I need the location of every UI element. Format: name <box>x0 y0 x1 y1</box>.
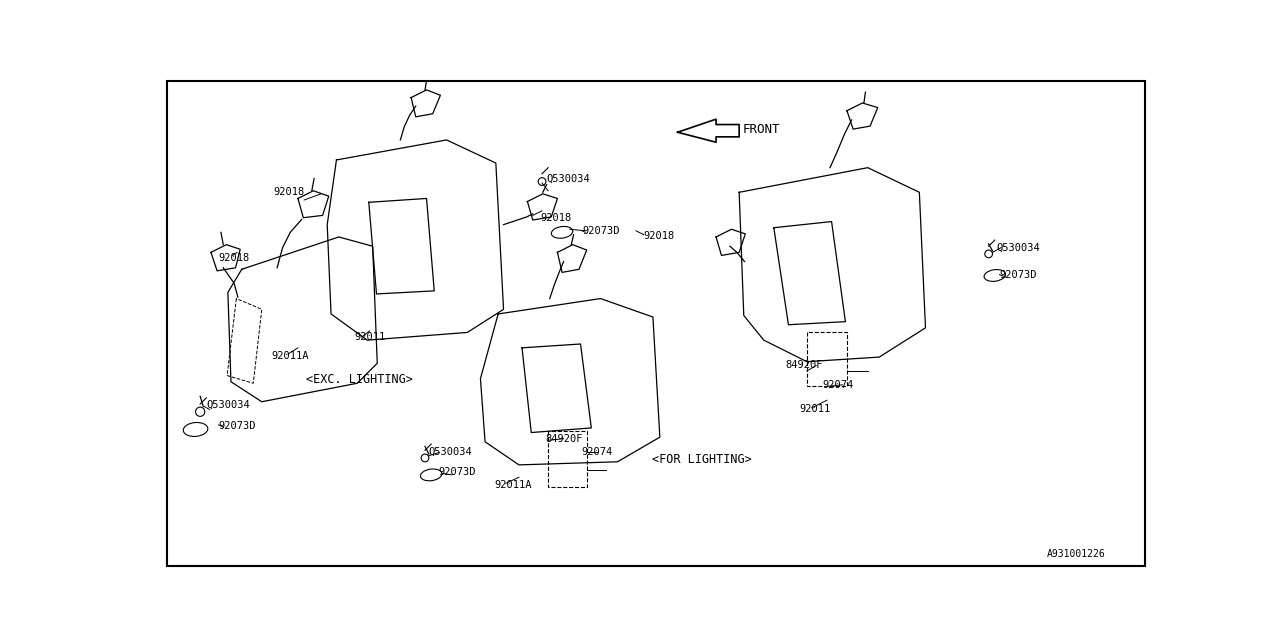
Text: Q530034: Q530034 <box>996 243 1041 253</box>
Text: Q530034: Q530034 <box>547 174 590 184</box>
Text: 92073D: 92073D <box>1000 271 1037 280</box>
Text: 92018: 92018 <box>644 231 675 241</box>
Text: 92073D: 92073D <box>219 420 256 431</box>
Text: <EXC. LIGHTING>: <EXC. LIGHTING> <box>306 373 412 386</box>
Text: 92073D: 92073D <box>439 467 476 477</box>
Text: 84920F: 84920F <box>786 360 823 370</box>
Text: 92018: 92018 <box>274 188 305 197</box>
Text: 92011: 92011 <box>355 332 385 342</box>
Text: Q530034: Q530034 <box>206 400 250 410</box>
Text: 92011A: 92011A <box>271 351 308 362</box>
Text: A931001226: A931001226 <box>1047 549 1106 559</box>
Text: 92011: 92011 <box>799 404 831 415</box>
Text: 92018: 92018 <box>540 212 572 223</box>
Text: 84920F: 84920F <box>545 434 582 444</box>
Text: 92074: 92074 <box>822 380 854 390</box>
Text: 92018: 92018 <box>219 253 250 263</box>
Text: 92073D: 92073D <box>582 226 620 236</box>
Text: <FOR LIGHTING>: <FOR LIGHTING> <box>652 453 751 466</box>
Text: FRONT: FRONT <box>742 123 780 136</box>
Text: Q530034: Q530034 <box>428 447 472 457</box>
Text: 92011A: 92011A <box>494 480 531 490</box>
Text: 92074: 92074 <box>581 447 613 457</box>
